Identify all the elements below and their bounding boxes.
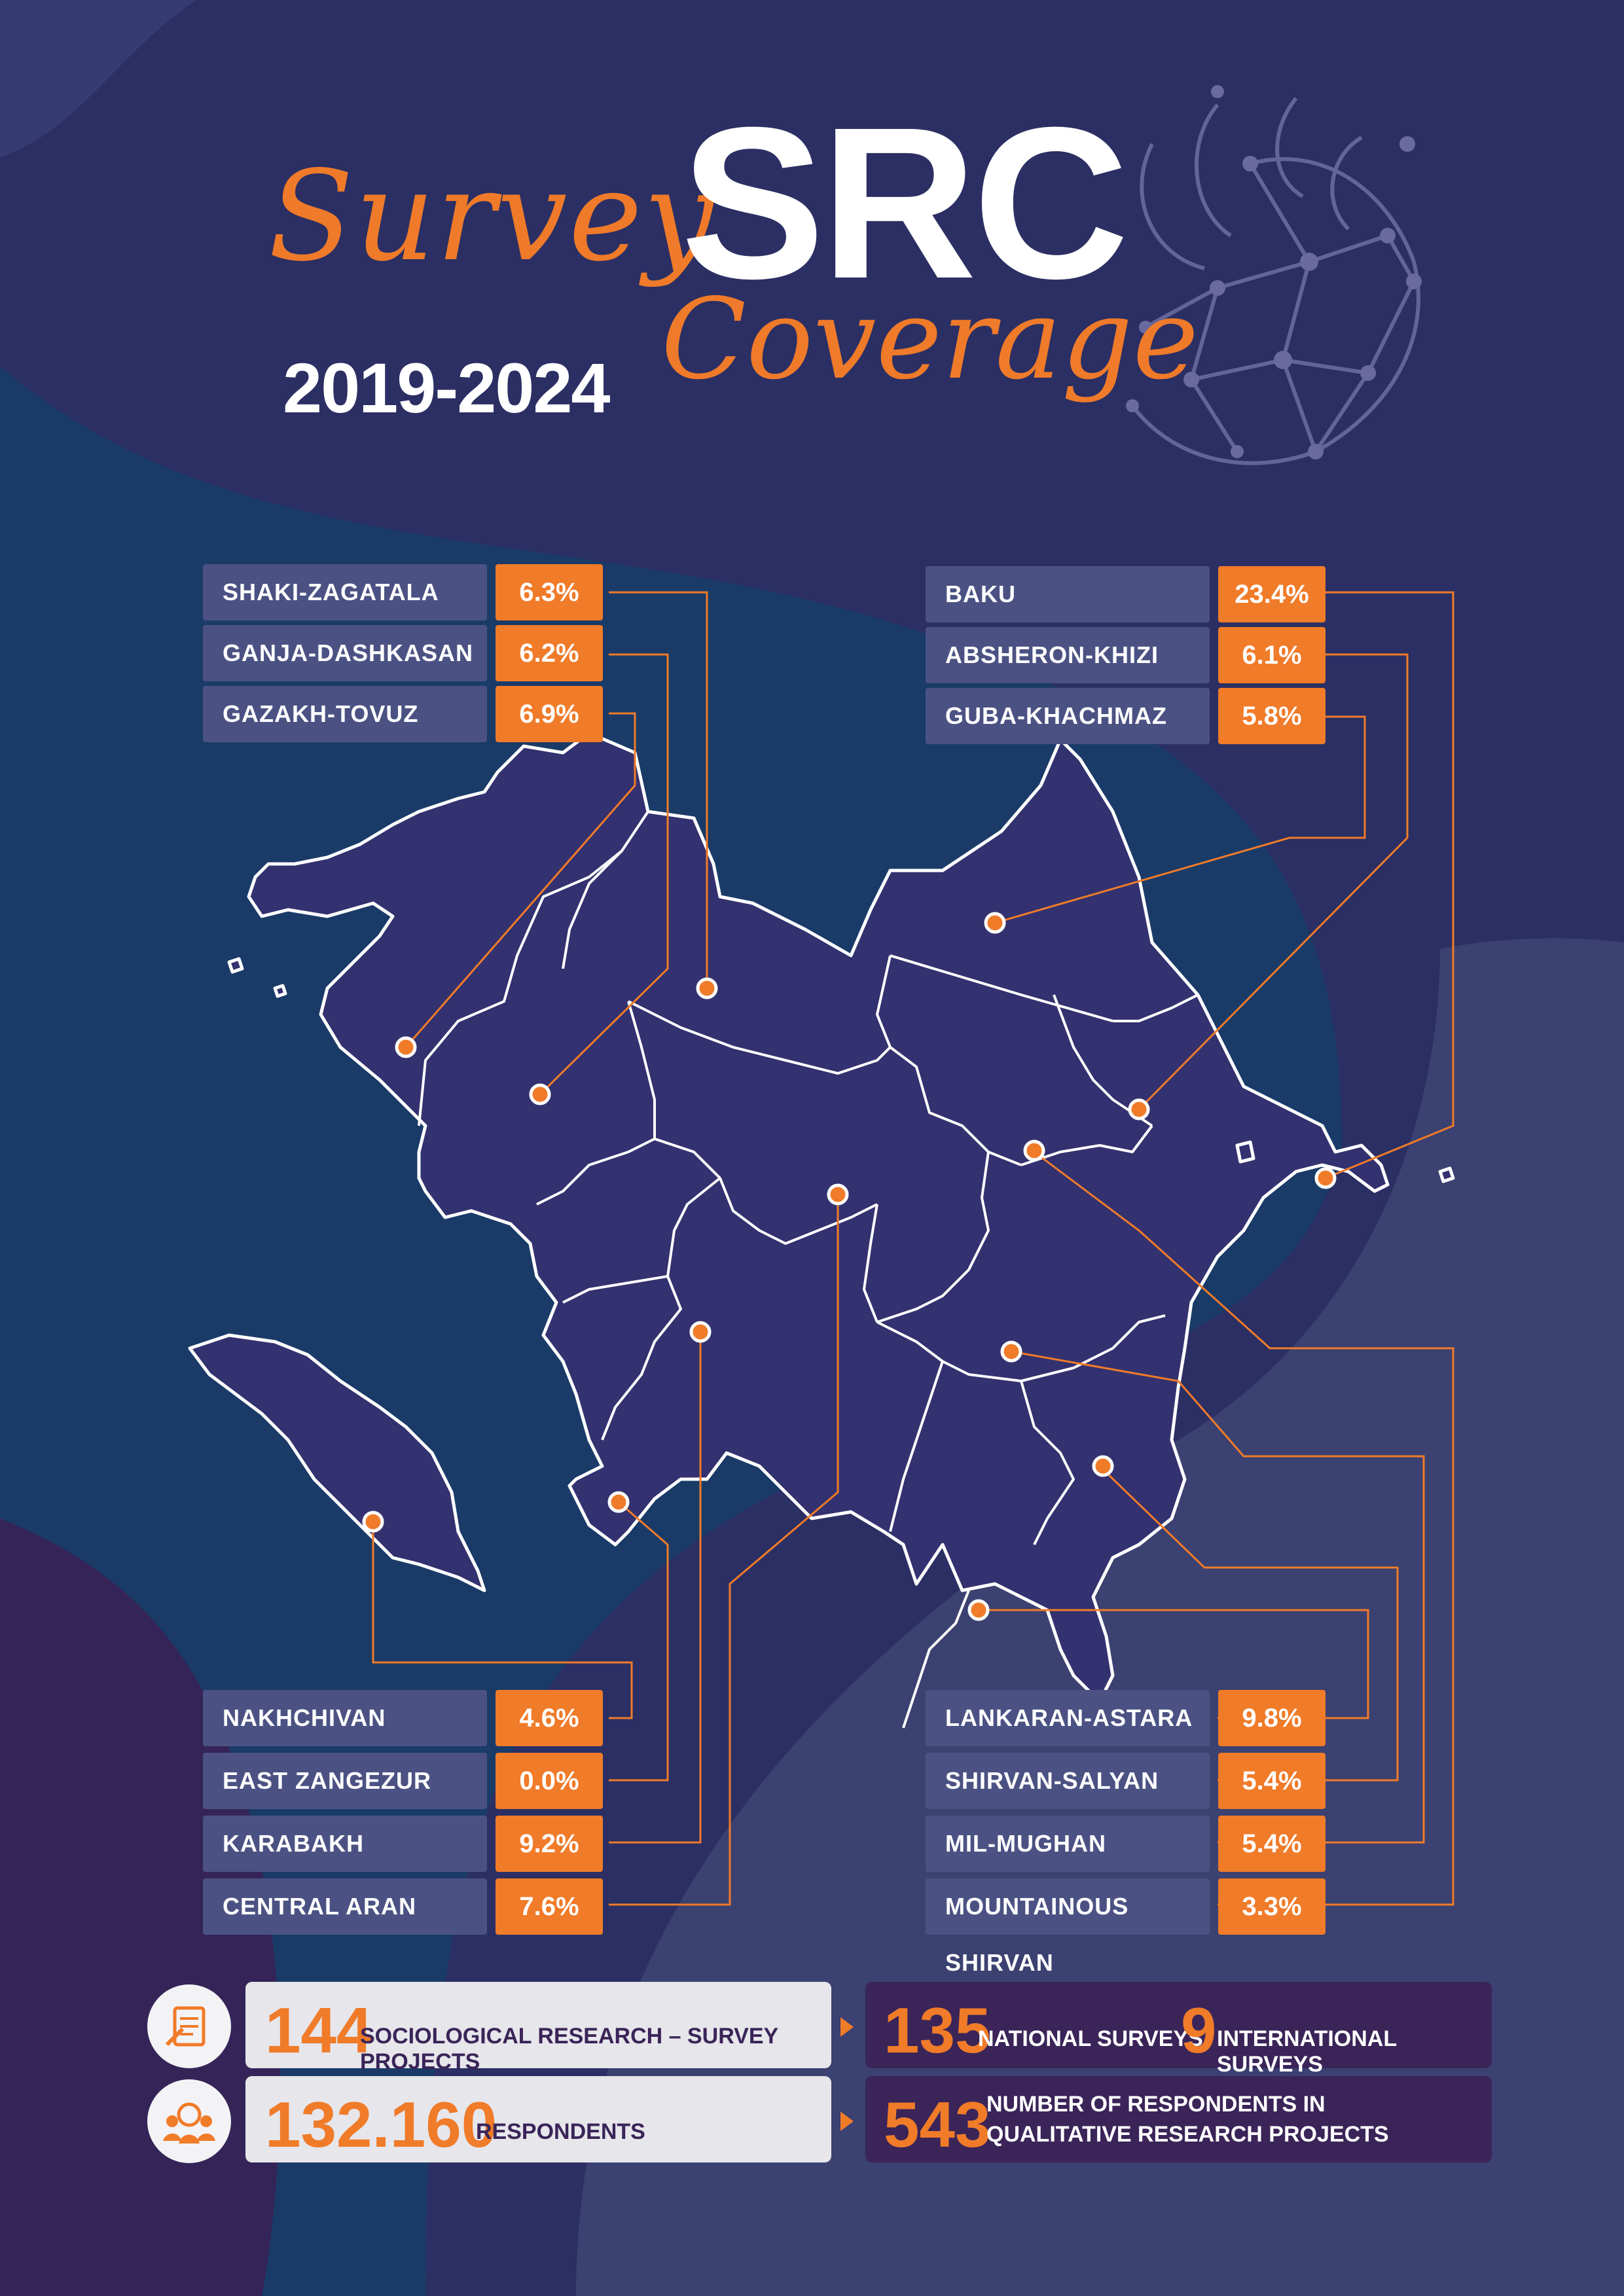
arrow-right-icon: [840, 2111, 854, 2131]
region-percentage: 5.4%: [1218, 1753, 1326, 1809]
map-nakhchivan: [188, 1333, 486, 1592]
marker-shirvan-salyan: [1092, 1455, 1114, 1477]
region-percentage: 6.3%: [496, 564, 603, 620]
marker-east-zangezur: [607, 1491, 630, 1513]
title-survey: Survey: [268, 144, 715, 289]
region-name: SHIRVAN-SALYAN: [926, 1753, 1210, 1809]
region-percentage: 23.4%: [1218, 566, 1326, 622]
national-number: 135: [884, 1994, 991, 2066]
arrow-right-icon: [840, 2017, 854, 2037]
respondents-number: 132.160: [265, 2089, 497, 2161]
marker-karabakh: [689, 1321, 712, 1343]
respondents-stat-box: 132.160 RESPONDENTS: [245, 2076, 831, 2162]
region-percentage: 6.1%: [1218, 627, 1326, 683]
region-name: MOUNTAINOUS SHIRVAN: [926, 1878, 1210, 1976]
title-coverage: Coverage: [661, 275, 1199, 404]
region-percentage: 5.4%: [1218, 1816, 1326, 1872]
region-name: KARABAKH: [203, 1816, 487, 1872]
region-percentage: 6.9%: [496, 686, 603, 742]
national-label: NATIONAL SURVEYS: [978, 2026, 1203, 2051]
region-percentage: 9.2%: [496, 1816, 603, 1872]
region-name: ABSHERON-KHIZI: [926, 627, 1210, 683]
region-name: BAKU: [926, 566, 1210, 622]
region-name: GAZAKH-TOVUZ: [203, 686, 487, 742]
region-percentage: 4.6%: [496, 1690, 603, 1746]
marker-absheron-khizi: [1128, 1098, 1150, 1121]
marker-central-aran: [827, 1183, 849, 1206]
region-name: GUBA-KHACHMAZ: [926, 688, 1210, 744]
marker-guba-khachmaz: [984, 912, 1006, 934]
region-name: CENTRAL ARAN: [203, 1878, 487, 1935]
region-name: SHAKI-ZAGATALA: [203, 564, 487, 620]
international-label: INTERNATIONAL SURVEYS: [1217, 2026, 1397, 2077]
projects-label: SOCIOLOGICAL RESEARCH – SURVEY PROJECTS: [360, 2024, 778, 2074]
qualitative-label-line2: QUALITATIVE RESEARCH PROJECTS: [986, 2122, 1389, 2147]
marker-ganja-dashkasan: [529, 1083, 551, 1105]
src-network-logo: [1126, 85, 1422, 465]
title-years: 2019-2024: [283, 348, 610, 427]
region-percentage: 0.0%: [496, 1753, 603, 1809]
people-search-icon: [147, 2079, 231, 2163]
marker-baku: [1314, 1167, 1337, 1189]
region-name: LANKARAN-ASTARA: [926, 1690, 1210, 1746]
qualitative-number: 543: [884, 2089, 991, 2161]
surveys-breakdown-box: 135 NATIONAL SURVEYS 9 INTERNATIONAL SUR…: [865, 1982, 1492, 2077]
region-percentage: 5.8%: [1218, 688, 1326, 744]
marker-nakhchivan: [362, 1511, 384, 1533]
region-name: MIL-MUGHAN: [926, 1816, 1210, 1872]
marker-mountainous-shirvan: [1023, 1139, 1045, 1162]
region-percentage: 9.8%: [1218, 1690, 1326, 1746]
projects-stat-box: 144 SOCIOLOGICAL RESEARCH – SURVEY PROJE…: [245, 1982, 831, 2074]
qualitative-label-line1: NUMBER OF RESPONDENTS IN: [986, 2092, 1326, 2117]
respondents-label: RESPONDENTS: [476, 2119, 645, 2144]
qualitative-stat-box: 543 NUMBER OF RESPONDENTS IN QUALITATIVE…: [865, 2076, 1492, 2162]
marker-lankaran-astara: [967, 1599, 990, 1621]
region-name: NAKHCHIVAN: [203, 1690, 487, 1746]
marker-mil-mughan: [1000, 1340, 1022, 1363]
region-name: GANJA-DASHKASAN: [203, 625, 487, 681]
region-percentage: 7.6%: [496, 1878, 603, 1935]
international-number: 9: [1181, 1994, 1217, 2066]
marker-gazakh-tovuz: [395, 1036, 417, 1058]
region-percentage: 6.2%: [496, 625, 603, 681]
marker-shaki-zagatala: [696, 977, 718, 999]
region-percentage: 3.3%: [1218, 1878, 1326, 1935]
projects-number: 144: [265, 1994, 372, 2066]
survey-document-icon: [147, 1984, 231, 2068]
title-src: SRC: [681, 82, 1129, 323]
region-name: EAST ZANGEZUR: [203, 1753, 487, 1809]
